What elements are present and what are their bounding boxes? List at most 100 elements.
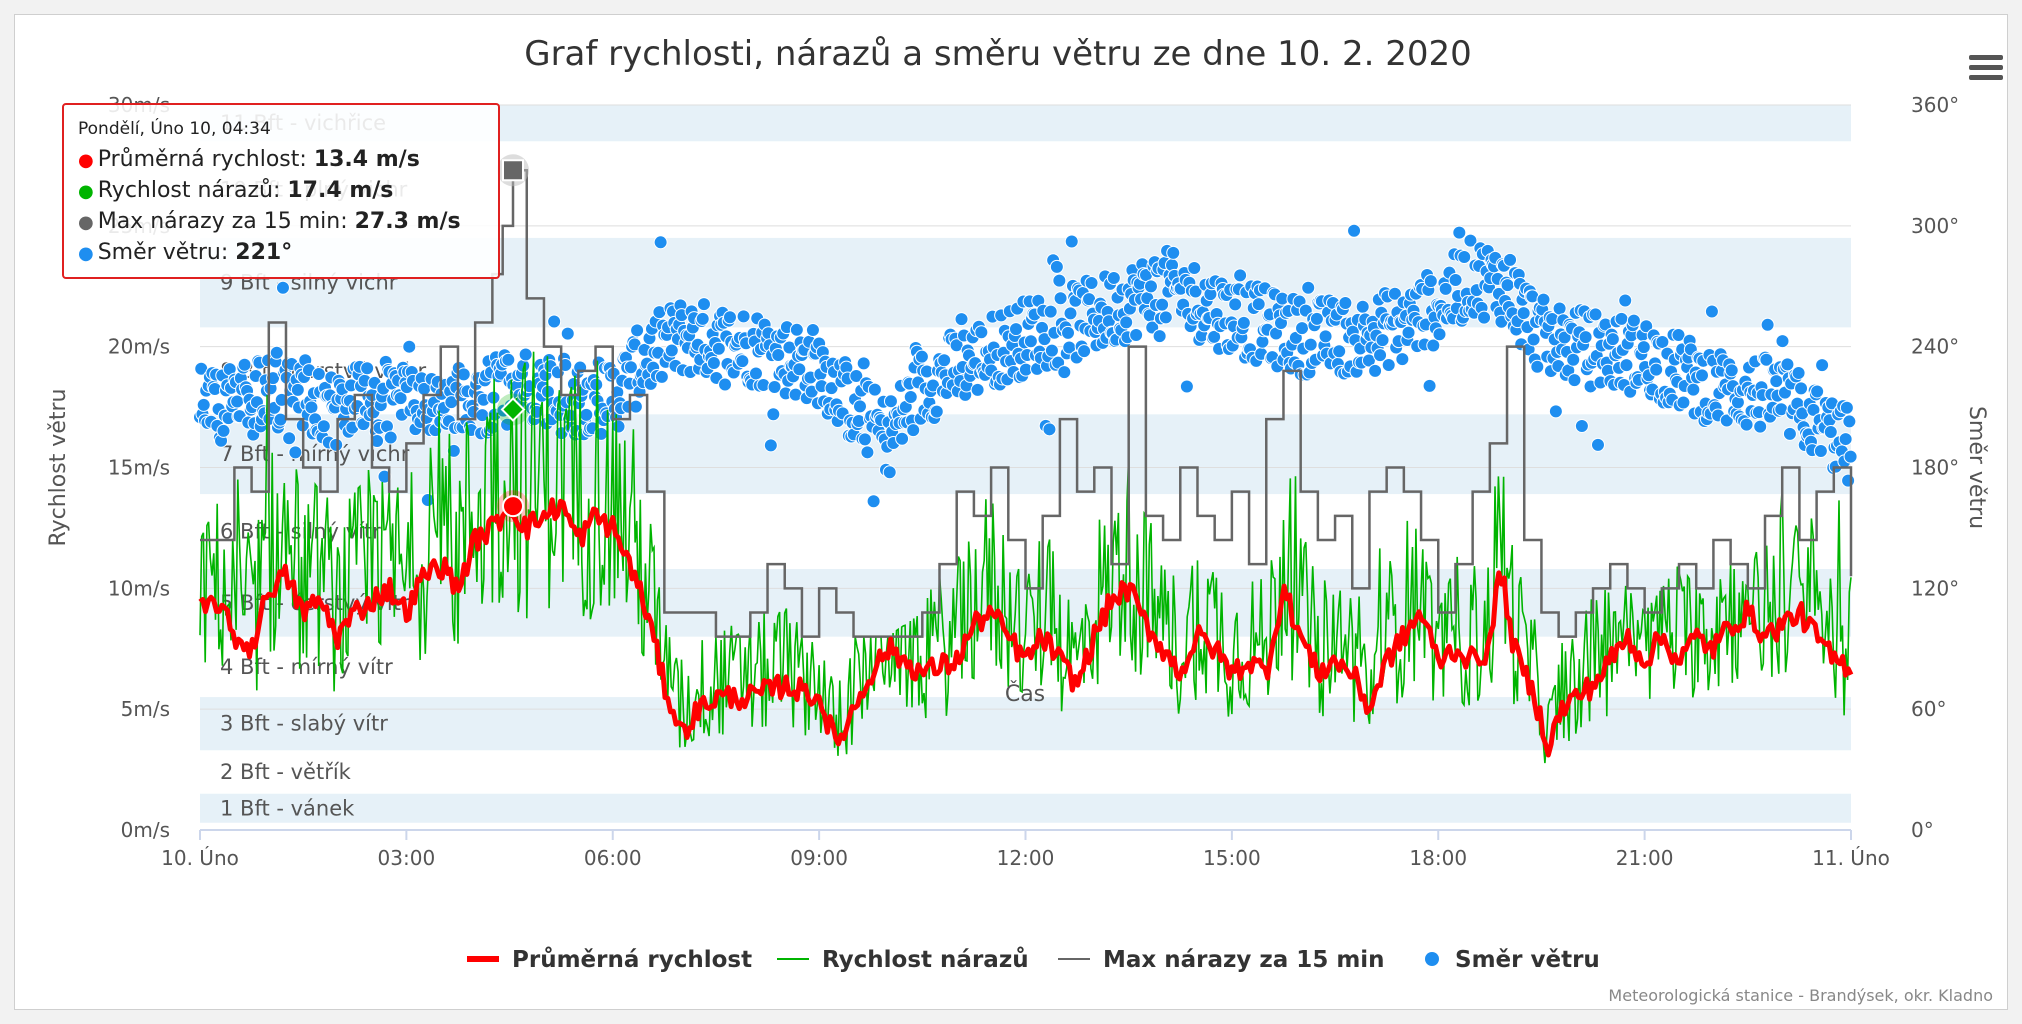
wind-direction-point (1155, 297, 1170, 312)
wind-direction-point (1769, 374, 1784, 389)
wind-direction-point (654, 369, 669, 384)
wind-direction-point (903, 389, 918, 404)
y-left-tick-label: 20m/s (108, 335, 170, 359)
chart-container: 1 Bft - vánek 2 Bft - větřík 3 Bft - slabý… (14, 14, 2008, 1010)
wind-direction-point (1806, 402, 1821, 417)
wind-direction-point (1619, 358, 1634, 373)
wind-direction-point (1815, 358, 1830, 373)
x-axis-title: Čas (1005, 681, 1045, 707)
wind-direction-point (1618, 293, 1633, 308)
legend-item[interactable]: Max nárazy za 15 min (1058, 947, 1385, 973)
wind-direction-point (1295, 321, 1310, 336)
wind-direction-point (1760, 317, 1775, 332)
wind-direction-point (1655, 335, 1670, 350)
wind-direction-point (1057, 365, 1072, 380)
wind-direction-point (1119, 315, 1134, 330)
wind-direction-point (1288, 330, 1303, 345)
wind-direction-point (1526, 332, 1541, 347)
wind-direction-point (866, 494, 881, 509)
wind-direction-point (1332, 344, 1347, 359)
x-tick-label: 21:00 (1616, 846, 1674, 870)
legend-label: Průměrná rychlost (512, 946, 752, 973)
y-right-tick-label: 0° (1911, 818, 1934, 842)
wind-direction-point (895, 431, 910, 446)
wind-direction-point (1233, 268, 1248, 283)
wind-direction-point (1053, 291, 1068, 306)
wind-direction-point (857, 432, 872, 447)
y-left-tick-label: 5m/s (121, 697, 170, 721)
wind-direction-point (696, 297, 711, 312)
wind-direction-point (1143, 279, 1158, 294)
wind-direction-point (882, 465, 897, 480)
wind-direction-point (275, 280, 290, 295)
y-right-tick-label: 360° (1911, 93, 1959, 117)
tooltip-series-value: 13.4 m/s (313, 147, 420, 172)
beaufort-label: 6 Bft - silný vítr (220, 520, 381, 544)
wind-direction-point (1739, 417, 1754, 432)
wind-direction-point (1052, 273, 1067, 288)
wind-direction-point (1671, 327, 1686, 342)
tooltip-row: ● Max nárazy za 15 min: 27.3 m/s (78, 207, 484, 238)
wind-direction-point (867, 382, 882, 397)
wind-direction-point (1605, 332, 1620, 347)
wind-direction-point (579, 407, 594, 422)
wind-direction-point (1401, 325, 1416, 340)
wind-direction-point (1500, 278, 1515, 293)
wind-direction-point (1368, 363, 1383, 378)
wind-direction-point (1503, 252, 1518, 267)
wind-direction-point (377, 469, 392, 484)
wind-direction-point (1516, 306, 1531, 321)
hamburger-menu-icon[interactable] (1969, 55, 2003, 85)
tooltip-series-value: 17.4 m/s (287, 178, 394, 203)
wind-direction-point (706, 355, 721, 370)
x-tick-label: 11. Úno (1812, 846, 1890, 870)
wind-direction-point (735, 354, 750, 369)
wind-direction-point (1049, 259, 1064, 274)
tooltip-row: ● Průměrná rychlost: 13.4 m/s (78, 145, 484, 176)
wind-direction-point (383, 430, 398, 445)
wind-direction-point (393, 391, 408, 406)
wind-direction-point (1588, 307, 1603, 322)
wind-direction-point (1063, 306, 1078, 321)
wind-direction-point (630, 323, 645, 338)
wind-direction-point (1338, 296, 1353, 311)
wind-direction-point (1775, 334, 1790, 349)
x-tick-label: 15:00 (1203, 846, 1261, 870)
wind-direction-point (628, 399, 643, 414)
legend-item[interactable]: Směr větru (1425, 947, 1600, 973)
wind-direction-point (290, 382, 305, 397)
wind-direction-point (1035, 320, 1050, 335)
wind-direction-point (282, 431, 297, 446)
chart-title: Graf rychlosti, nárazů a směru větru ze … (524, 34, 1472, 74)
legend-item[interactable]: Rychlost nárazů (777, 946, 1029, 973)
wind-direction-point (501, 352, 516, 367)
legend-label: Max nárazy za 15 min (1103, 947, 1385, 973)
wind-direction-point (1061, 325, 1076, 340)
wind-direction-point (1530, 359, 1545, 374)
wind-direction-point (1578, 330, 1593, 345)
y-left-tick-label: 10m/s (108, 576, 170, 600)
tooltip-series-value: 27.3 m/s (354, 209, 461, 234)
beaufort-band (200, 793, 1851, 823)
wind-direction-point (1375, 333, 1390, 348)
legend-item[interactable]: Průměrná rychlost (467, 946, 752, 973)
wind-direction-point (311, 367, 326, 382)
x-tick-label: 10. Úno (161, 846, 239, 870)
wind-direction-point (288, 445, 303, 460)
beaufort-label: 2 Bft - větřík (220, 760, 352, 784)
wind-direction-point (1448, 273, 1463, 288)
wind-direction-point (1355, 299, 1370, 314)
wind-direction-point (1843, 449, 1858, 464)
wind-direction-point (789, 322, 804, 337)
tooltip-series-value: 221° (235, 240, 293, 265)
wind-direction-point (1207, 329, 1222, 344)
wind-direction-point (1188, 284, 1203, 299)
wind-direction-point (856, 356, 871, 371)
wind-direction-point (1423, 274, 1438, 289)
wind-direction-point (1432, 327, 1447, 342)
wind-direction-point (1395, 352, 1410, 367)
wind-direction-point (1810, 384, 1825, 399)
wind-direction-point (766, 407, 781, 422)
wind-direction-point (1381, 358, 1396, 373)
credits-text[interactable]: Meteorologická stanice - Brandýsek, okr.… (1608, 986, 1993, 1005)
